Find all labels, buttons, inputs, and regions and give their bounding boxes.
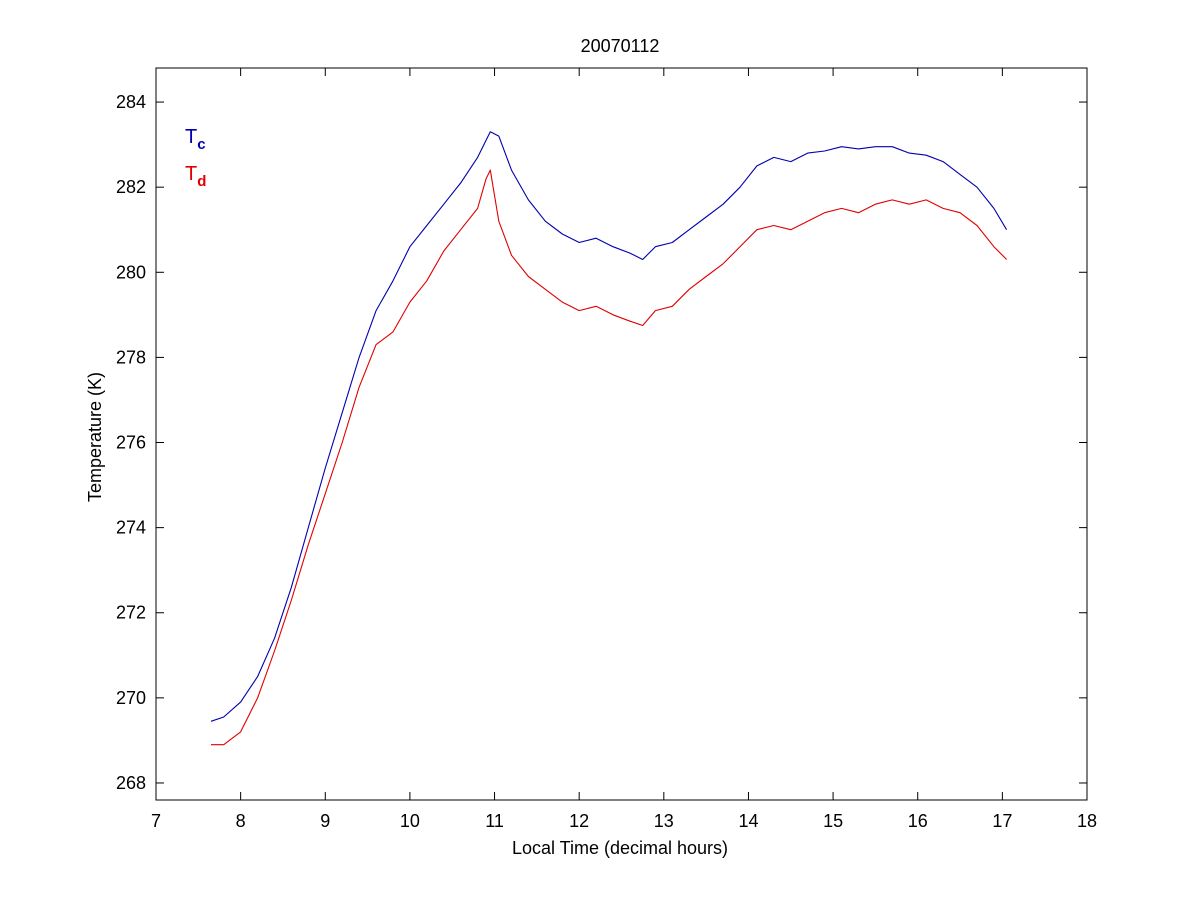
plot-area: 7 8 9 10 11 12 13 14 15 16 17 18 268 270 272 274 276 278 2…: [116, 67, 1097, 831]
x-tick-label: 12: [569, 811, 589, 831]
y-axis-label: Temperature (K): [85, 372, 105, 502]
x-tick-label: 10: [400, 811, 420, 831]
x-tick-label: 17: [992, 811, 1012, 831]
x-tick-label: 14: [738, 811, 758, 831]
x-tick-label: 13: [654, 811, 674, 831]
y-tick-label: 280: [116, 262, 146, 282]
x-tick-label: 16: [908, 811, 928, 831]
y-tick-label: 282: [116, 177, 146, 197]
y-tick-label: 268: [116, 773, 146, 793]
legend-label-tc: Tc: [185, 126, 206, 153]
x-tick-label: 9: [320, 811, 330, 831]
y-tick-label: 274: [116, 518, 146, 538]
y-tick-label: 272: [116, 603, 146, 623]
series-line-td: [211, 169, 1007, 746]
x-tick-label: 18: [1077, 811, 1097, 831]
legend-sub-tc: c: [197, 136, 205, 153]
x-tick-label: 7: [151, 811, 161, 831]
y-tick-label: 278: [116, 347, 146, 367]
y-tick-label: 284: [116, 92, 146, 112]
x-axis-label: Local Time (decimal hours): [512, 838, 728, 858]
axes-box: [155, 67, 1088, 801]
chart-title: 20070112: [581, 36, 660, 56]
x-tick-label: 8: [236, 811, 246, 831]
legend-sub-td: d: [197, 173, 206, 190]
legend-main-tc: T: [185, 126, 197, 148]
y-tick-label: 276: [116, 433, 146, 453]
x-tick-label: 11: [485, 811, 504, 831]
x-tick-label: 15: [823, 811, 843, 831]
series-line-tc: [210, 131, 1008, 722]
legend-main-td: T: [185, 163, 197, 185]
legend-label-td: Td: [185, 163, 206, 190]
y-tick-label: 270: [116, 688, 146, 708]
